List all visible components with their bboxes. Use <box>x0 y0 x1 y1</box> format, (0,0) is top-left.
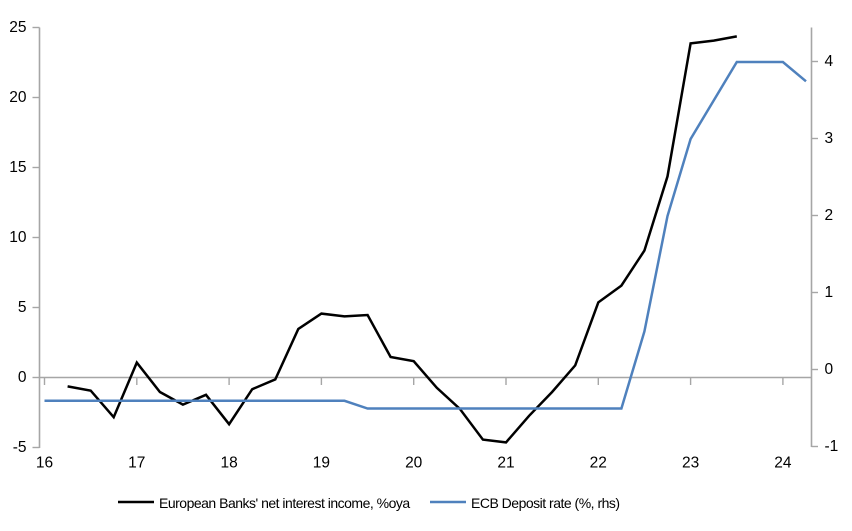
ecb-rate-series-line <box>44 60 807 410</box>
x-axis-tick-label: 16 <box>36 455 53 472</box>
x-axis-tick-label: 20 <box>405 455 423 472</box>
right-axis-tick-label: 3 <box>825 130 834 147</box>
right-axis-tick-label: 1 <box>825 284 834 301</box>
left-axis-tick-label: -5 <box>13 439 27 456</box>
right-axis-tick-label: 2 <box>825 207 834 224</box>
left-axis-tick-label: 5 <box>18 299 27 316</box>
ecb-legend-label: ECB Deposit rate (%, rhs) <box>471 495 620 511</box>
right-axis-tick-label: -1 <box>825 438 839 455</box>
left-axis-tick-label: 25 <box>9 19 26 36</box>
nii-series-line <box>67 35 738 444</box>
right-axis-tick-label: 0 <box>825 361 834 378</box>
x-axis-tick-label: 18 <box>220 455 237 472</box>
x-axis-tick-label: 23 <box>682 455 699 472</box>
x-axis-tick-label: 24 <box>774 455 792 472</box>
x-axis-tick-label: 22 <box>590 455 607 472</box>
left-axis-tick-label: 20 <box>9 89 27 106</box>
nii-legend-label: European Banks' net interest income, %oy… <box>159 495 410 511</box>
x-axis-tick-label: 19 <box>313 455 330 472</box>
left-axis-tick-label: 15 <box>9 159 26 176</box>
left-axis-tick-label: 0 <box>18 369 27 386</box>
x-axis-tick-label: 17 <box>128 455 145 472</box>
right-axis-tick-label: 4 <box>825 53 834 70</box>
x-axis-tick-label: 21 <box>497 455 514 472</box>
left-axis-tick-label: 10 <box>9 229 27 246</box>
